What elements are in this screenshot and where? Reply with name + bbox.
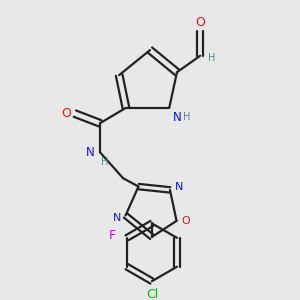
Text: N: N [174,182,183,192]
Text: N: N [172,111,181,124]
Text: H: H [101,157,108,167]
Text: F: F [109,230,116,242]
Text: O: O [195,16,205,28]
Text: O: O [182,216,190,226]
Text: N: N [86,146,95,159]
Text: H: H [208,53,215,63]
Text: H: H [183,112,190,122]
Text: N: N [113,213,121,224]
Text: Cl: Cl [146,288,158,300]
Text: O: O [61,107,71,120]
